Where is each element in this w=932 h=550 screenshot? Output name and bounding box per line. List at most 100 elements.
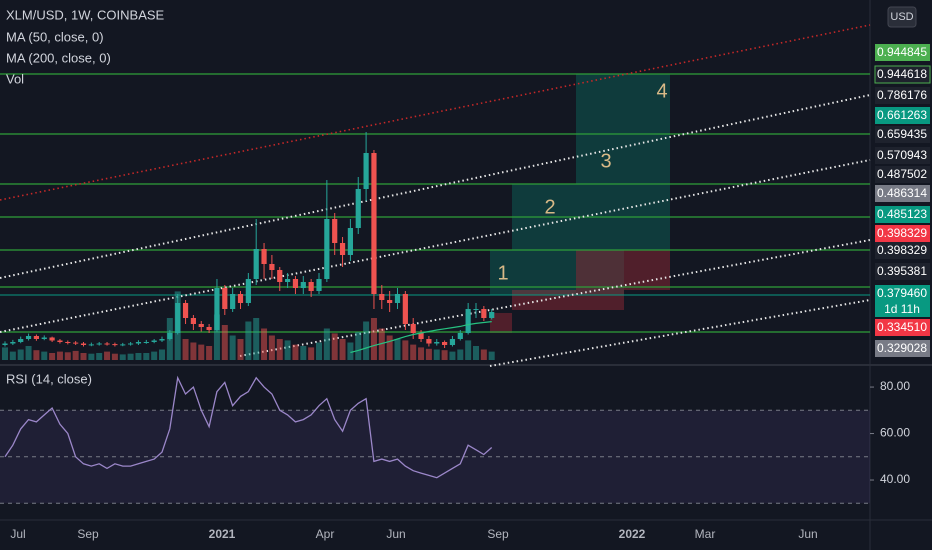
candle-body — [159, 339, 165, 341]
profit-zone — [576, 74, 670, 250]
price-tag: 0.786176 — [877, 88, 927, 102]
candle-body — [473, 309, 479, 310]
time-label: 2022 — [619, 527, 646, 541]
indicator-legend[interactable]: MA (50, close, 0) — [6, 29, 104, 44]
volume-bar — [339, 339, 346, 360]
price-tag-bg — [875, 340, 930, 357]
volume-bar — [135, 353, 142, 360]
volume-bar — [276, 339, 283, 360]
candle-body — [198, 324, 204, 327]
candle-body — [112, 344, 118, 346]
currency-label[interactable]: USD — [890, 11, 913, 23]
candle-body — [143, 342, 149, 343]
volume-bar — [198, 344, 205, 360]
candle-body — [481, 309, 487, 318]
price-tag: 0.487502 — [877, 167, 927, 181]
price-tag-bg — [875, 285, 930, 317]
volume-bar — [182, 339, 189, 360]
volume-bar — [111, 353, 118, 360]
price-tag-bg — [875, 206, 930, 223]
candle-body — [167, 333, 173, 339]
candle-body — [402, 294, 408, 324]
symbol-title: XLM/USD, 1W, COINBASE — [6, 7, 165, 22]
volume-bar — [213, 314, 220, 360]
volume-bar — [190, 342, 197, 360]
volume-bar — [402, 340, 409, 360]
drawing-label: 4 — [656, 80, 667, 102]
time-axis: Jul Sep 2021 Apr Jun Sep 2022 Mar Jun — [10, 527, 817, 541]
volume-bar — [378, 328, 385, 360]
volume-bar — [143, 353, 150, 360]
currency-button[interactable] — [887, 6, 917, 28]
candle-body — [371, 153, 377, 294]
candle-body — [449, 339, 456, 345]
candle-body — [65, 342, 71, 343]
volume-bar — [206, 346, 213, 360]
candle-body — [355, 189, 361, 228]
y-tick-label: 80.00 — [880, 379, 910, 393]
series-marks — [0, 132, 870, 504]
volume-bar — [64, 352, 71, 360]
volume-bar — [331, 333, 338, 360]
price-tag-bg — [875, 263, 930, 280]
candle-body — [363, 153, 369, 189]
candle-body — [73, 342, 79, 344]
candle-body — [182, 303, 189, 318]
volume-bar — [104, 351, 111, 360]
moving-average — [350, 321, 492, 354]
price-tag: 0.485123 — [877, 207, 927, 221]
trend-lines — [0, 24, 871, 367]
candle-body — [230, 294, 236, 309]
rsi-legend[interactable]: RSI (14, close) — [6, 371, 92, 386]
indicator-legend[interactable]: Vol — [6, 71, 24, 86]
indicator-legend[interactable]: MA (200, close, 0) — [6, 50, 111, 65]
price-tag-bg — [875, 225, 930, 242]
candle-body — [25, 336, 32, 339]
volume-bar — [96, 353, 103, 360]
volume-bar — [300, 346, 307, 360]
price-tag-bg — [875, 319, 930, 336]
volume-bar — [56, 351, 63, 360]
candle-body — [277, 270, 283, 282]
candle-body — [245, 279, 251, 303]
candle-body — [80, 343, 87, 345]
volume-bar — [347, 342, 354, 360]
time-label: Apr — [316, 527, 335, 541]
y-tick-label: 60.00 — [880, 426, 910, 440]
price-tag: 0.944618 — [877, 67, 927, 81]
candle-body — [33, 336, 39, 339]
candle-body — [120, 344, 126, 346]
candle-body — [206, 327, 212, 330]
volume-bar — [88, 353, 95, 360]
candle-body — [88, 344, 94, 346]
candle-body — [175, 303, 181, 333]
price-tag: 0.329028 — [877, 341, 927, 355]
volume-bar — [473, 346, 479, 360]
time-label: Mar — [695, 527, 716, 541]
price-tag-bg — [875, 126, 930, 143]
price-tag: 0.334510 — [877, 320, 927, 334]
candle-body — [269, 264, 275, 270]
volume-bar — [72, 350, 79, 360]
candle-body — [379, 294, 385, 300]
candle-body — [457, 333, 463, 339]
candle-body — [434, 342, 440, 344]
candle-body — [49, 337, 55, 341]
candle-body — [300, 282, 306, 288]
candle-body — [285, 279, 291, 282]
price-tag: 0.398329 — [877, 243, 927, 257]
candle-body — [418, 333, 424, 339]
price-tag: 0.486314 — [877, 186, 927, 200]
price-tag: 0.395381 — [877, 264, 927, 278]
horizontal-lines — [0, 73, 870, 333]
volume-bar — [41, 351, 48, 360]
volume-bar — [449, 351, 456, 360]
volume-bar — [488, 351, 495, 360]
candle-body — [190, 318, 196, 324]
price-tag: 0.379460 — [877, 286, 927, 300]
volume-bar — [25, 346, 32, 360]
volume-bar — [465, 340, 472, 360]
price-tags: 0.944845 0.944618 0.786176 0.661263 0.65… — [874, 44, 931, 357]
volume-bar — [386, 335, 393, 360]
